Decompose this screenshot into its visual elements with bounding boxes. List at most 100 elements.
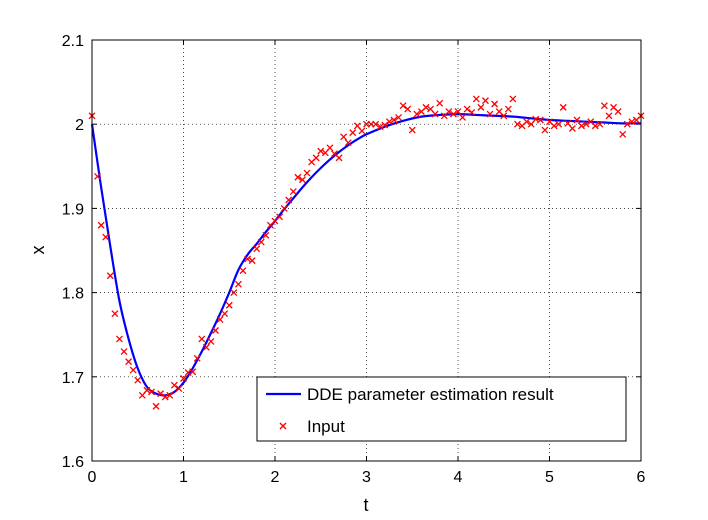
x-tick-label: 5: [545, 469, 554, 486]
input-point: [591, 122, 599, 130]
input-point: [399, 102, 407, 110]
input-point: [225, 301, 233, 309]
input-point: [180, 375, 187, 382]
legend-marker-input: [279, 422, 287, 430]
input-point: [285, 196, 293, 204]
x-tick-label: 4: [454, 469, 463, 486]
legend: DDE parameter estimation result Input: [256, 376, 627, 442]
input-point: [628, 118, 636, 126]
input-point: [106, 272, 114, 280]
input-point: [253, 245, 261, 253]
x-axis-label: t: [363, 495, 368, 515]
input-point: [170, 381, 178, 389]
input-point: [175, 385, 183, 393]
input-point: [573, 116, 581, 124]
input-point: [454, 108, 462, 116]
input-point: [349, 129, 357, 137]
input-point: [431, 110, 439, 118]
input-point: [491, 100, 499, 108]
input-point: [221, 310, 229, 318]
input-point: [600, 102, 608, 110]
input-point: [143, 386, 151, 394]
input-point: [157, 390, 165, 398]
input-point: [619, 130, 627, 138]
y-tick-label: 2.1: [62, 33, 84, 50]
input-point: [262, 231, 270, 239]
input-point: [358, 127, 366, 135]
input-point: [390, 116, 398, 124]
input-point: [550, 122, 558, 130]
input-point: [422, 103, 430, 111]
input-point: [408, 126, 416, 134]
input-point: [257, 238, 265, 246]
input-point: [317, 147, 325, 155]
input-point: [578, 122, 585, 130]
input-point: [514, 120, 521, 128]
input-point: [436, 99, 444, 107]
input-point: [481, 97, 489, 105]
input-point: [477, 103, 485, 111]
input-point: [335, 154, 343, 162]
input-point: [404, 105, 412, 113]
y-tick-label: 1.6: [62, 454, 84, 471]
input-point: [541, 126, 549, 134]
legend-label-input: Input: [307, 417, 345, 436]
input-point: [486, 110, 494, 118]
input-point: [614, 108, 622, 116]
input-point: [134, 376, 142, 384]
input-point: [212, 327, 219, 334]
input-point: [198, 335, 206, 343]
input-point: [276, 213, 284, 221]
legend-box: [256, 376, 627, 442]
x-tick-label: 3: [362, 469, 371, 486]
x-tick-label: 6: [637, 469, 646, 486]
plot-frame: [91, 39, 642, 462]
input-point: [445, 108, 453, 116]
input-point: [463, 105, 471, 113]
input-point: [202, 343, 210, 351]
input-point: [298, 176, 306, 184]
input-point: [234, 280, 242, 288]
input-point: [381, 121, 389, 129]
input-point: [189, 368, 197, 376]
input-point: [395, 114, 402, 121]
input-point: [111, 310, 119, 318]
input-point: [568, 124, 576, 132]
input-point: [468, 108, 476, 116]
input-point: [102, 233, 110, 241]
input-point: [280, 204, 288, 212]
input-point: [193, 354, 201, 362]
input-point: [166, 391, 174, 399]
legend-label-dde: DDE parameter estimation result: [307, 385, 554, 404]
input-point: [449, 110, 457, 118]
input-point: [385, 118, 393, 126]
input-point: [413, 110, 421, 118]
input-point: [340, 133, 348, 141]
input-point: [207, 337, 215, 345]
input-point: [536, 116, 544, 124]
input-point: [504, 105, 512, 113]
input-point: [120, 348, 128, 355]
input-point: [216, 316, 224, 324]
y-tick-label: 1.9: [62, 201, 84, 218]
x-tick-label: 0: [88, 469, 97, 486]
input-point: [523, 118, 531, 126]
input-point: [129, 366, 137, 374]
input-point: [244, 255, 252, 263]
y-tick-label: 1.7: [62, 370, 84, 387]
input-point: [555, 120, 563, 128]
input-point: [326, 144, 334, 152]
x-tick-label: 1: [179, 469, 188, 486]
input-point: [97, 221, 105, 229]
input-point: [596, 120, 604, 128]
y-axis-label: x: [28, 246, 48, 255]
y-tick-label: 1.8: [62, 286, 84, 303]
input-point: [248, 257, 256, 265]
input-point: [125, 358, 133, 366]
input-point: [161, 393, 169, 401]
input-point: [605, 112, 613, 120]
input-point: [115, 335, 123, 343]
input-point: [289, 188, 297, 196]
input-point: [294, 173, 302, 181]
